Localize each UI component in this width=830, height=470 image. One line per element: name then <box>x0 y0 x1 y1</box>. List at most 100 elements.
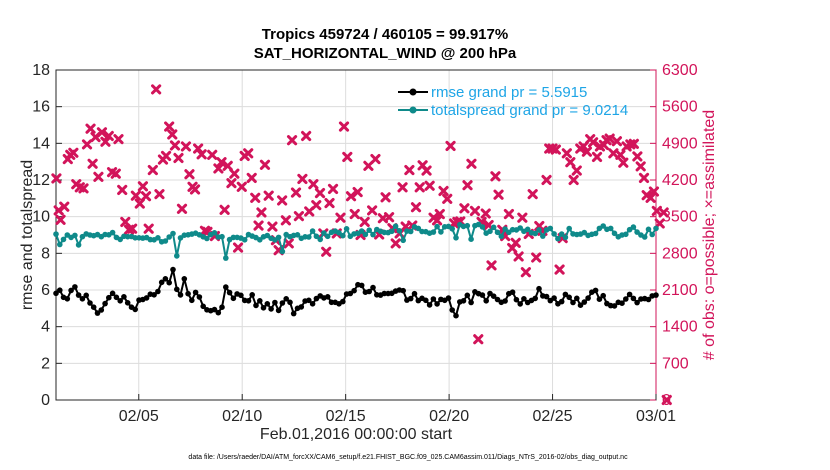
obs-assimilated-marker <box>110 168 121 179</box>
obs-assimilated-marker <box>96 127 108 138</box>
obs-assimilated-marker <box>550 144 561 155</box>
totalspread-point <box>362 231 369 238</box>
obs-assimilated-marker <box>277 195 288 206</box>
x-axis-ticks: 02/05 02/10 02/15 02/20 02/25 03/01 <box>119 394 676 425</box>
obs-assimilated-marker <box>219 204 230 215</box>
totalspread-point <box>487 228 493 235</box>
rmse-point <box>453 312 459 319</box>
obs-assimilated-marker <box>648 186 660 197</box>
right-tick-label: 1400 <box>662 319 698 336</box>
right-tick-label: 6300 <box>662 62 698 79</box>
x-tick-label: 02/25 <box>533 408 573 425</box>
rmse-point <box>94 310 101 316</box>
rmse-point <box>532 295 538 302</box>
obs-assimilated-marker <box>130 190 141 201</box>
rmse-point <box>106 294 112 301</box>
obs-assimilated-marker <box>51 173 62 184</box>
legend-rmse-label: rmse grand pr = 5.5915 <box>431 84 587 101</box>
rmse-point <box>189 297 195 304</box>
rmse-point <box>298 304 305 310</box>
obs-assimilated-marker <box>520 267 531 278</box>
totalspread-point <box>340 232 346 239</box>
obs-assimilated-marker <box>236 181 247 192</box>
totalspread-point <box>434 223 440 230</box>
rmse-point <box>306 297 312 304</box>
rmse-series <box>53 266 659 319</box>
obs-assimilated-marker <box>531 252 542 263</box>
rmse-point <box>592 287 599 294</box>
obs-assimilated-marker <box>311 200 322 211</box>
obs-assimilated-marker <box>493 189 504 200</box>
left-tick-label: 4 <box>41 319 50 336</box>
rmse-point <box>275 307 282 314</box>
rmse-point <box>570 299 576 306</box>
rmse-point <box>426 302 433 308</box>
obs-assimilated-marker <box>554 264 565 275</box>
totalspread-point <box>453 235 459 241</box>
data-file-footnote: data file: /Users/raeder/DAI/ATM_forcXX/… <box>188 454 628 461</box>
x-tick-label: 02/05 <box>119 408 159 425</box>
rmse-point <box>502 298 508 304</box>
totalspread-point <box>558 231 565 237</box>
obs-assimilated-marker <box>127 223 138 234</box>
right-tick-label: 4200 <box>662 172 698 189</box>
rmse-point <box>177 292 184 298</box>
left-axis-ticks: 0 2 4 6 8 10 12 14 16 18 <box>32 62 62 409</box>
rmse-point <box>143 295 150 301</box>
rmse-point <box>124 300 131 306</box>
rmse-point <box>132 306 138 313</box>
chart-title-line-2: SAT_HORIZONTAL_WIND @ 200 hPa <box>254 45 517 62</box>
obs-assimilated-marker <box>581 146 592 157</box>
totalspread-point <box>306 234 312 240</box>
obs-assimilated-marker <box>290 187 302 198</box>
totalspread-series <box>53 221 659 261</box>
obs-assimilated-marker <box>604 133 615 144</box>
rmse-point <box>57 287 63 294</box>
rmse-point <box>98 307 105 313</box>
obs-assimilated-marker <box>645 192 656 203</box>
obs-assimilated-marker <box>143 223 154 234</box>
totalspread-point <box>600 223 606 229</box>
obs-assimilated-marker <box>55 214 66 225</box>
legend-rmse-marker <box>409 88 417 96</box>
obs-assimilated-marker <box>635 161 646 172</box>
rmse-point <box>490 293 497 300</box>
obs-assimilated-marker <box>611 136 622 147</box>
x-axis-label: Feb.01,2016 00:00:00 start <box>260 426 453 443</box>
rmse-point <box>185 290 191 297</box>
rmse-point <box>230 295 237 302</box>
obs-assimilated-marker <box>253 220 264 231</box>
obs-assimilated-marker <box>591 151 603 163</box>
obs-assimilated-marker <box>283 238 294 249</box>
obs-assimilated-marker <box>229 168 240 179</box>
totalspread-point <box>174 253 180 259</box>
totalspread-point <box>309 228 316 234</box>
rmse-point <box>430 296 437 302</box>
totalspread-point <box>72 232 78 239</box>
obs-assimilated-marker <box>207 149 218 160</box>
obs-assimilated-marker <box>68 147 79 158</box>
obs-assimilated-marker <box>117 184 128 196</box>
rmse-point <box>170 266 176 273</box>
x-tick-label: 02/15 <box>326 408 366 425</box>
rmse-point <box>283 296 290 302</box>
obs-assimilated-marker <box>243 148 254 159</box>
totalspread-point <box>223 255 229 261</box>
totalspread-point <box>645 226 652 233</box>
totalspread-point <box>524 226 531 233</box>
rmse-point <box>75 292 82 298</box>
rmse-point <box>400 287 407 294</box>
rmse-point <box>166 279 172 286</box>
totalspread-point <box>438 229 444 235</box>
obs-assimilated-marker <box>359 216 370 228</box>
obs-assimilated-marker <box>571 165 582 176</box>
totalspread-point <box>117 236 123 243</box>
rmse-point <box>562 291 569 298</box>
obs-assimilated-marker <box>434 208 445 220</box>
obs-assimilated-marker <box>59 201 70 212</box>
obs-assimilated-marker <box>137 181 148 192</box>
obs-assimilated-marker <box>167 129 178 140</box>
obs-assimilated-marker <box>189 184 201 195</box>
rmse-point <box>479 292 486 298</box>
